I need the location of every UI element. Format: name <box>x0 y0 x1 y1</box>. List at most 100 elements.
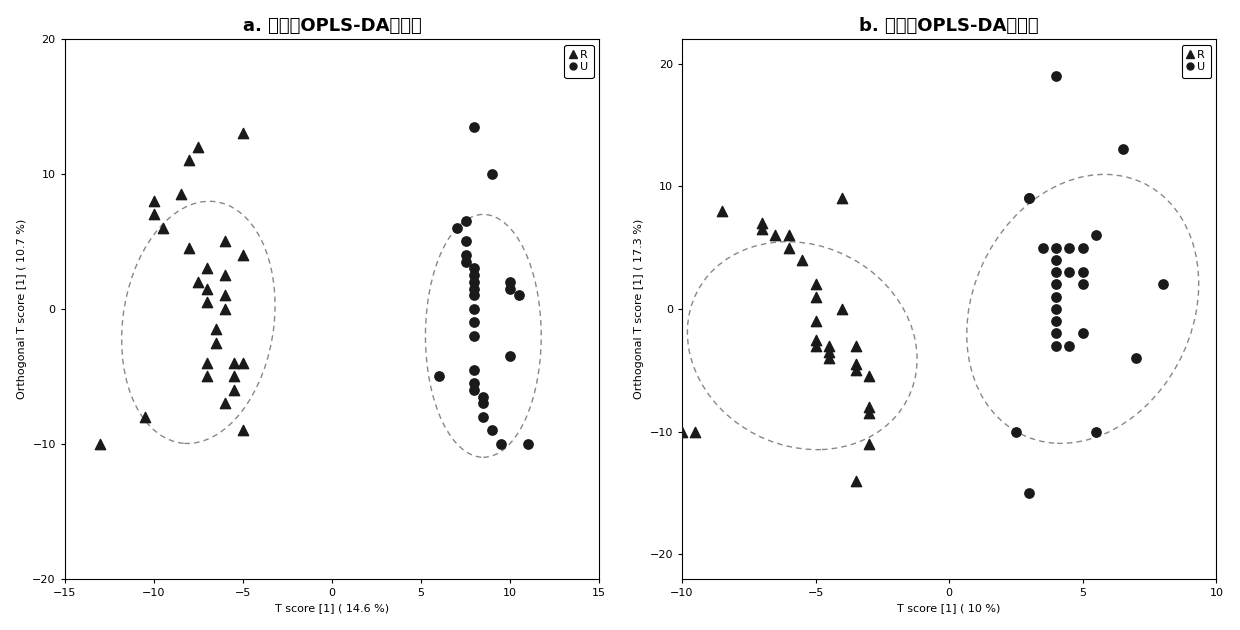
Point <box>859 402 879 412</box>
Point <box>465 318 485 328</box>
Point <box>465 385 485 395</box>
Point <box>188 277 208 287</box>
Point <box>792 255 812 265</box>
Point <box>818 353 838 363</box>
Point <box>474 398 494 408</box>
Point <box>465 277 485 287</box>
Point <box>91 438 110 449</box>
Point <box>465 331 485 341</box>
Point <box>1047 341 1066 351</box>
Point <box>144 209 164 219</box>
Point <box>500 277 520 287</box>
Point <box>474 412 494 422</box>
Point <box>818 346 838 357</box>
Point <box>482 169 502 179</box>
Point <box>806 292 826 302</box>
Point <box>215 270 234 280</box>
X-axis label: T score [1] ( 14.6 %): T score [1] ( 14.6 %) <box>275 604 389 614</box>
Point <box>455 256 475 266</box>
Point <box>1086 230 1106 240</box>
Point <box>1047 71 1066 81</box>
Point <box>672 427 692 437</box>
Point <box>171 189 191 199</box>
Point <box>753 224 773 234</box>
Point <box>832 304 852 314</box>
Point <box>455 216 475 226</box>
Point <box>1019 193 1039 203</box>
Point <box>465 365 485 375</box>
Point <box>224 358 244 368</box>
Point <box>1019 193 1039 203</box>
Point <box>491 438 511 449</box>
Point <box>806 335 826 345</box>
Legend: R, U: R, U <box>1182 45 1210 78</box>
Point <box>1019 488 1039 498</box>
Point <box>188 142 208 152</box>
Point <box>215 236 234 246</box>
Point <box>482 425 502 435</box>
Point <box>1059 341 1079 351</box>
Point <box>233 250 253 260</box>
Point <box>1114 144 1133 154</box>
Point <box>465 270 485 280</box>
Point <box>215 290 234 301</box>
Point <box>465 284 485 294</box>
Point <box>859 408 879 418</box>
Point <box>474 391 494 401</box>
Point <box>500 351 520 361</box>
Point <box>1073 267 1092 277</box>
Point <box>224 371 244 381</box>
Point <box>518 438 538 449</box>
Point <box>224 385 244 395</box>
Point <box>180 243 200 253</box>
Point <box>1047 292 1066 302</box>
Point <box>1033 243 1053 253</box>
Legend: R, U: R, U <box>564 45 594 78</box>
Point <box>465 304 485 314</box>
Point <box>1047 279 1066 289</box>
Point <box>1047 255 1066 265</box>
Title: a. 正离子OPLS-DA得分图: a. 正离子OPLS-DA得分图 <box>243 16 422 35</box>
Point <box>465 122 485 132</box>
Point <box>1153 279 1173 289</box>
Point <box>144 196 164 206</box>
Point <box>233 358 253 368</box>
Point <box>806 279 826 289</box>
Point <box>1059 243 1079 253</box>
Point <box>765 230 785 240</box>
Point <box>206 338 226 348</box>
Point <box>1073 243 1092 253</box>
Point <box>197 297 217 307</box>
Point <box>429 371 449 381</box>
Point <box>1047 316 1066 326</box>
Point <box>859 371 879 381</box>
Point <box>153 223 172 233</box>
Point <box>215 304 234 314</box>
Point <box>180 156 200 166</box>
Point <box>1059 267 1079 277</box>
Point <box>806 341 826 351</box>
Point <box>846 341 866 351</box>
Y-axis label: Orthogonal T score [1] ( 17.3 %): Orthogonal T score [1] ( 17.3 %) <box>634 219 644 399</box>
Point <box>846 476 866 486</box>
Point <box>859 438 879 449</box>
Point <box>1006 427 1025 437</box>
Point <box>197 284 217 294</box>
Point <box>686 427 706 437</box>
Point <box>1047 304 1066 314</box>
Point <box>806 316 826 326</box>
Title: b. 负离子OPLS-DA得分图: b. 负离子OPLS-DA得分图 <box>859 16 1039 35</box>
Point <box>818 341 838 351</box>
Point <box>206 324 226 334</box>
Point <box>1073 279 1092 289</box>
Point <box>197 358 217 368</box>
Point <box>1047 328 1066 338</box>
Point <box>1047 243 1066 253</box>
Point <box>1047 267 1066 277</box>
Point <box>846 365 866 375</box>
Point <box>197 371 217 381</box>
Point <box>465 263 485 273</box>
Point <box>455 236 475 246</box>
Point <box>832 193 852 203</box>
Point <box>712 206 732 216</box>
